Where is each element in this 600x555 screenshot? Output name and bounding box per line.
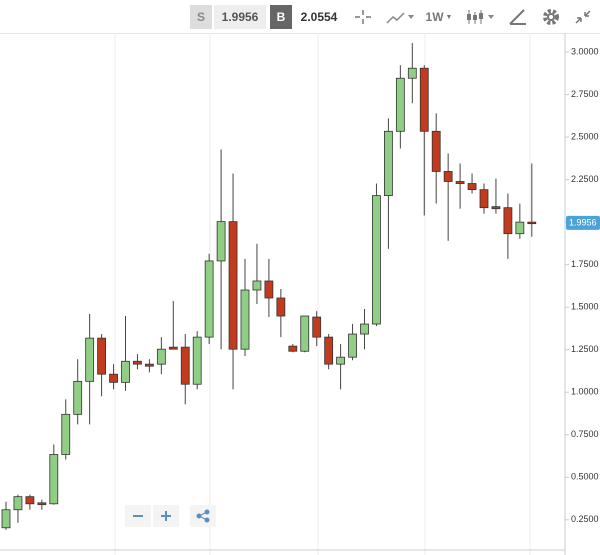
vertical-grid: [114, 33, 531, 555]
interval-label: 1W: [425, 10, 444, 24]
y-tick-label: 1.7500: [571, 259, 599, 269]
candle-body: [13, 496, 23, 511]
candle-body: [228, 221, 238, 350]
collapse-button[interactable]: [570, 5, 596, 29]
y-tick-label: 3.0000: [571, 46, 599, 56]
candle-body: [192, 336, 202, 385]
candle-body: [97, 337, 106, 375]
candle-body: [324, 336, 334, 365]
candle-body: [49, 454, 59, 505]
chart: 0.2500 0.5000 0.7500 1.0000 1.2500 1.5000 1.75…: [0, 33, 600, 555]
candle-body: [360, 323, 369, 335]
zoom-controls: [125, 505, 216, 527]
sell-price[interactable]: 1.9956: [214, 5, 266, 29]
candle-body: [276, 297, 286, 317]
candle-body: [85, 337, 95, 382]
candle-body: [348, 333, 357, 358]
sell-button[interactable]: S: [190, 5, 212, 29]
candle-body: [109, 373, 118, 383]
y-tick-label: 2.2500: [571, 174, 599, 184]
candle-body: [252, 280, 262, 291]
candle-body: [1, 509, 11, 529]
candle-body: [156, 348, 166, 365]
candle-body: [395, 77, 405, 132]
settings-button[interactable]: [538, 5, 564, 29]
draw-tool-button[interactable]: [504, 5, 532, 29]
candle-body: [61, 413, 71, 455]
share-icon: [196, 509, 210, 523]
candle-body: [25, 496, 35, 505]
candle-body: [144, 363, 154, 367]
candle-body: [419, 67, 429, 132]
candle-body: [503, 207, 513, 235]
candle-body: [527, 221, 537, 225]
candle-body: [312, 316, 322, 338]
candle-body: [336, 356, 346, 365]
candle-body: [455, 181, 465, 184]
candle-body: [37, 502, 47, 506]
candle-body: [383, 130, 393, 197]
buy-button[interactable]: B: [270, 5, 292, 29]
candle-body: [467, 183, 477, 191]
y-tick-label: 0.5000: [571, 472, 599, 482]
interval-button[interactable]: 1W ▼: [425, 10, 453, 24]
candle-body: [240, 289, 250, 350]
last-price-tag: [566, 215, 600, 230]
candle-body: [300, 315, 310, 352]
candle-body: [216, 221, 226, 262]
candle-body: [443, 171, 453, 182]
toolbar: S 1.9956 B 2.0554 1W ▼: [0, 0, 600, 34]
candle-type-button[interactable]: [462, 5, 498, 29]
y-tick-label: 1.2500: [571, 344, 599, 354]
candle-body: [168, 346, 178, 350]
candle-body: [288, 345, 298, 352]
candle-body: [121, 360, 130, 383]
candle-body: [407, 67, 417, 79]
y-tick-label: 2.7500: [571, 89, 599, 99]
y-tick-label: 0.2500: [571, 514, 599, 524]
y-tick-label: 0.7500: [571, 429, 599, 439]
buy-price[interactable]: 2.0554: [300, 10, 338, 24]
candle-body: [204, 260, 214, 338]
share-button[interactable]: [190, 505, 216, 527]
candle-body: [264, 280, 274, 299]
candle-body: [515, 221, 525, 235]
y-tick-label: 1.5000: [571, 302, 599, 312]
crosshair-button[interactable]: [348, 5, 378, 29]
y-tick-label: 2.5000: [571, 131, 599, 141]
last-price-label: 1.9956: [569, 217, 597, 227]
candle-body: [73, 380, 83, 415]
candle-body: [180, 346, 190, 385]
chart-type-button[interactable]: [384, 5, 418, 29]
zoom-in-icon: [161, 511, 171, 521]
candle-body: [431, 130, 441, 172]
candle-body: [372, 195, 381, 325]
candle-body: [491, 206, 501, 210]
candle-body: [133, 360, 142, 365]
y-tick-label: 1.0000: [571, 387, 599, 397]
candle-body: [479, 189, 489, 209]
